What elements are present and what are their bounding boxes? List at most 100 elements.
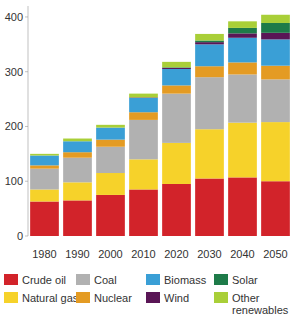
y-tick-label: 300 [5,66,23,78]
legend-label: Natural gas [22,292,79,304]
legend-item: Crude oil [4,274,66,286]
bar-segment [261,122,290,181]
bars [30,15,290,236]
bar-segment [96,195,125,236]
bar-segment [96,173,125,195]
bar-segment [162,68,191,69]
legend-label: Wind [164,292,189,304]
bar-segment [228,21,257,28]
y-axis-line [28,6,29,236]
bar-segment [129,98,158,112]
bar-segment [228,28,257,33]
bar-segment [129,94,158,98]
legend-item: Nuclear [76,292,132,304]
bar-segment [96,128,125,140]
bar-segment [63,200,92,236]
x-tick-label: 2020 [164,248,188,260]
bar-segment [129,112,158,120]
bar-segment [96,140,125,147]
bar-segment [261,23,290,33]
bar-segment [30,202,59,237]
legend-item: Coal [76,274,117,286]
bar-segment [195,66,224,77]
bar-segment [30,156,59,166]
legend-swatch [146,292,160,303]
bar-segment [228,177,257,236]
legend-item: Biomass [146,274,207,286]
y-tick [25,236,28,237]
legend-swatch [214,292,228,303]
y-tick [25,181,28,182]
legend-item: Solar [214,274,258,286]
bar-segment [261,33,290,40]
bar-segment [30,154,59,156]
bar-segment [162,85,191,93]
bar-segment [96,147,125,173]
bar-segment [162,62,191,67]
bar-segment [30,189,59,201]
bar-segment [162,69,191,85]
bar-segment [228,74,257,122]
legend-label: Nuclear [94,292,132,304]
legend-swatch [214,274,228,285]
legend-label: Crude oil [22,274,66,286]
bar-segment [195,41,224,43]
bar-segment [63,158,92,183]
bar-segment [63,139,92,142]
bar-segment [30,169,59,190]
legend-item: Other renewables [214,292,289,316]
x-tick-label: 2040 [230,248,254,260]
bar-segment [195,129,224,178]
legend-swatch [4,292,18,303]
legend-item: Natural gas [4,292,79,304]
bar-segment [96,125,125,128]
bar-segment [195,44,224,66]
legend-label: Other renewables [232,292,289,316]
x-tick-label: 2030 [197,248,221,260]
bar-segment [129,189,158,236]
legend-swatch [4,274,18,285]
bar-segment [228,62,257,74]
bar-segment [63,182,92,200]
legend-label: Solar [232,274,258,286]
y-tick [25,16,28,17]
chart: 0 100 200 300 400 1980 1990 2000 2010 2020 2030 204… [0,0,295,316]
bar-segment [261,66,290,80]
legend-label: Biomass [164,274,207,286]
legend-swatch [146,274,160,285]
bar-segment [162,184,191,236]
legend-swatch [76,274,90,285]
x-tick-label: 1990 [65,248,89,260]
x-tick-label: 2000 [98,248,122,260]
y-tick-label: 400 [5,11,23,23]
legend-label: Coal [94,274,117,286]
bar-segment [129,159,158,189]
bar-segment [261,15,290,23]
y-tick [25,126,28,127]
bar-segment [261,39,290,65]
x-tick-label: 2050 [263,248,287,260]
x-tick-label: 1980 [32,248,56,260]
y-tick [25,71,28,72]
bar-segment [30,165,59,168]
bar-segment [195,34,224,41]
y-tick-label: 0 [17,230,23,242]
legend-swatch [76,292,90,303]
bar-segment [63,152,92,157]
bar-segment [63,141,92,152]
y-tick-label: 100 [5,175,23,187]
bar-segment [195,77,224,129]
bar-segment [195,42,224,44]
bar-segment [228,123,257,178]
bar-segment [195,179,224,237]
bar-segment [162,143,191,184]
bar-segment [129,120,158,159]
bar-segment [228,38,257,63]
x-tick-label: 2010 [131,248,155,260]
bar-segment [162,94,191,143]
bar-segment [228,33,257,37]
legend-item: Wind [146,292,189,304]
y-tick-label: 200 [5,120,23,132]
bar-segment [261,79,290,122]
bar-segment [261,181,290,236]
